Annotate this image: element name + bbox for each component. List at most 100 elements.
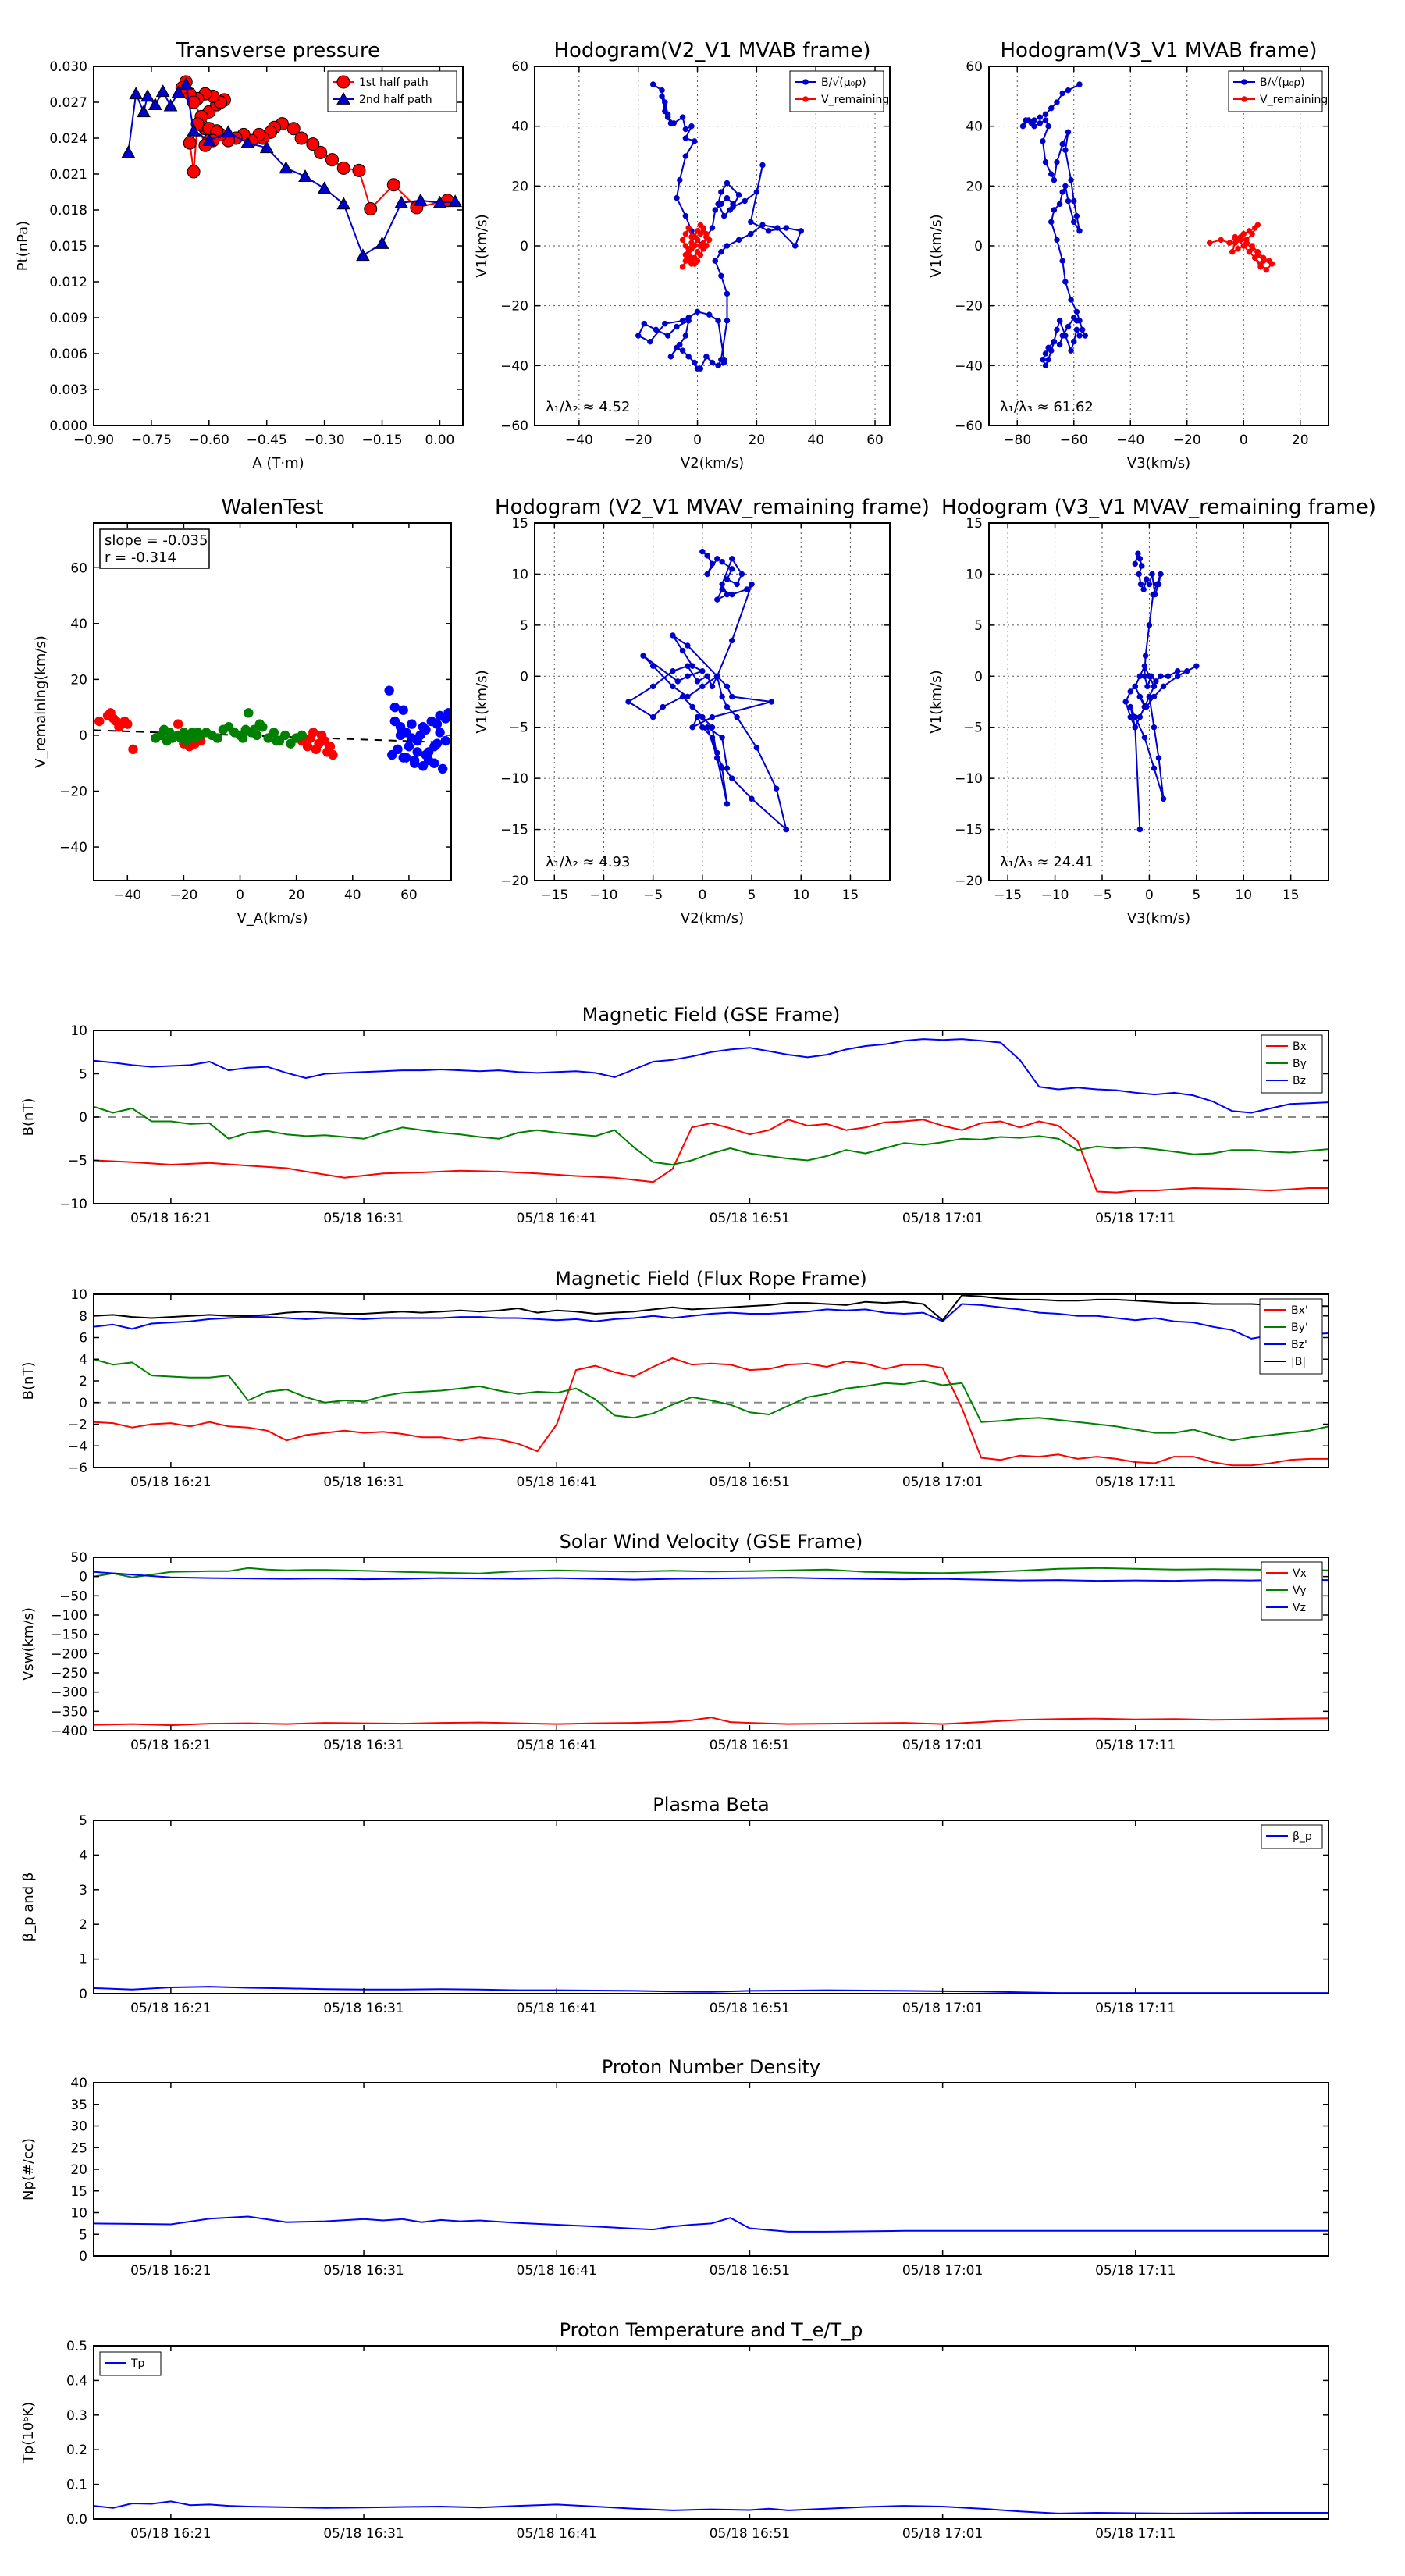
data-point <box>1073 326 1080 333</box>
x-tick-label: 0 <box>698 888 706 903</box>
data-point <box>389 716 400 727</box>
plot-frame <box>534 66 891 426</box>
series-group <box>94 1567 1329 1727</box>
data-point <box>1062 147 1069 154</box>
data-point <box>704 673 710 680</box>
data-point <box>398 705 408 715</box>
y-tick-label: 0.006 <box>49 347 87 362</box>
data-point <box>694 365 701 372</box>
data-point <box>659 87 665 94</box>
y-tick-label: 0 <box>79 1396 87 1411</box>
legend-entry: B/√(μ₀ρ) <box>821 76 866 89</box>
data-point <box>407 719 417 729</box>
data-point <box>393 744 403 755</box>
x-tick-label: −40 <box>113 888 141 903</box>
y-tick-label: 5 <box>79 2227 87 2243</box>
data-point <box>1042 350 1049 357</box>
data-point <box>635 333 642 339</box>
chart-title: Hodogram(V2_V1 MVAB frame) <box>553 39 870 62</box>
y-tick-label: 0 <box>79 1110 87 1126</box>
data-point <box>682 212 689 219</box>
series-group <box>635 81 804 372</box>
x-tick-label: 05/18 16:51 <box>710 1211 790 1226</box>
x-tick-label: −0.75 <box>131 432 172 448</box>
x-tick-label: 05/18 17:11 <box>1095 1738 1176 1753</box>
data-point <box>1165 673 1172 680</box>
x-tick-label: 05/18 16:51 <box>710 1475 790 1490</box>
legend-entry: By <box>1293 1058 1307 1070</box>
data-point <box>1136 556 1144 562</box>
data-point <box>679 237 686 244</box>
data-point <box>699 548 706 555</box>
data-point <box>1048 219 1055 226</box>
series-group <box>121 75 462 262</box>
data-point <box>729 775 735 781</box>
data-point <box>783 826 790 833</box>
data-point <box>742 197 748 205</box>
y-tick-label: 15 <box>511 516 528 532</box>
data-point <box>694 678 701 685</box>
data-point <box>1056 318 1063 324</box>
data-point <box>699 667 706 674</box>
data-point <box>753 745 760 751</box>
data-point <box>714 749 720 756</box>
y-tick-label: 0.0 <box>66 2512 87 2528</box>
plot-frame <box>93 522 452 881</box>
data-point <box>237 733 248 743</box>
x-tick-label: 05/18 17:11 <box>1095 1211 1176 1226</box>
data-point <box>749 581 755 588</box>
data-point <box>1151 724 1158 731</box>
data-point <box>1146 622 1153 628</box>
y-tick-label: 5 <box>79 1067 87 1083</box>
data-point <box>729 637 735 644</box>
data-point <box>244 708 254 718</box>
data-point <box>679 264 686 270</box>
annotation-text: λ₁/λ₂ ≈ 4.93 <box>546 854 630 870</box>
annotation-text: λ₁/λ₂ ≈ 4.52 <box>546 399 630 415</box>
y-tick-label: −4 <box>68 1439 87 1454</box>
data-point <box>1076 333 1083 339</box>
data-point <box>719 693 725 700</box>
data-point <box>1136 826 1144 833</box>
data-point <box>724 576 731 582</box>
data-point <box>1076 81 1083 87</box>
data-point <box>1153 678 1159 685</box>
y-tick-label: −40 <box>59 840 87 856</box>
data-point <box>1144 683 1151 690</box>
data-point <box>670 120 677 126</box>
data-point <box>1132 713 1139 720</box>
y-tick-label: 0 <box>974 239 983 254</box>
data-point <box>1207 240 1213 246</box>
legend-marker <box>336 75 350 89</box>
data-point <box>662 99 668 105</box>
y-tick-label: −150 <box>51 1628 87 1643</box>
chart-vsw: Solar Wind Velocity (GSE Frame) 05/18 16:… <box>20 1531 1329 1753</box>
y-axis-label: B(nT) <box>20 1098 37 1137</box>
data-point <box>735 192 742 198</box>
data-point <box>719 735 725 741</box>
data-point <box>394 195 409 208</box>
data-point <box>1127 703 1133 710</box>
y-axis-label: B(nT) <box>20 1362 37 1400</box>
data-point <box>1158 673 1164 680</box>
x-axis-label: V2(km/s) <box>681 455 744 471</box>
y-tick-label: 8 <box>79 1309 87 1325</box>
series-line-By <box>94 1105 1329 1165</box>
data-point <box>724 290 731 297</box>
annotation-box <box>99 528 210 569</box>
data-point <box>625 699 631 705</box>
series-line-By' <box>94 1358 1329 1442</box>
data-point <box>1023 117 1029 123</box>
data-point <box>709 724 716 731</box>
y-tick-label: 0.2 <box>66 2443 87 2458</box>
x-tick-label: 05/18 17:11 <box>1095 1475 1176 1490</box>
series-line-|B| <box>94 1294 1329 1322</box>
data-point <box>418 721 429 732</box>
x-tick-label: 05/18 17:11 <box>1095 2263 1176 2279</box>
data-point <box>1151 683 1158 690</box>
y-tick-label: 0 <box>79 728 87 744</box>
y-tick-label: −10 <box>955 771 983 787</box>
data-point <box>1073 308 1080 315</box>
data-point <box>129 87 144 100</box>
data-point <box>251 730 262 741</box>
